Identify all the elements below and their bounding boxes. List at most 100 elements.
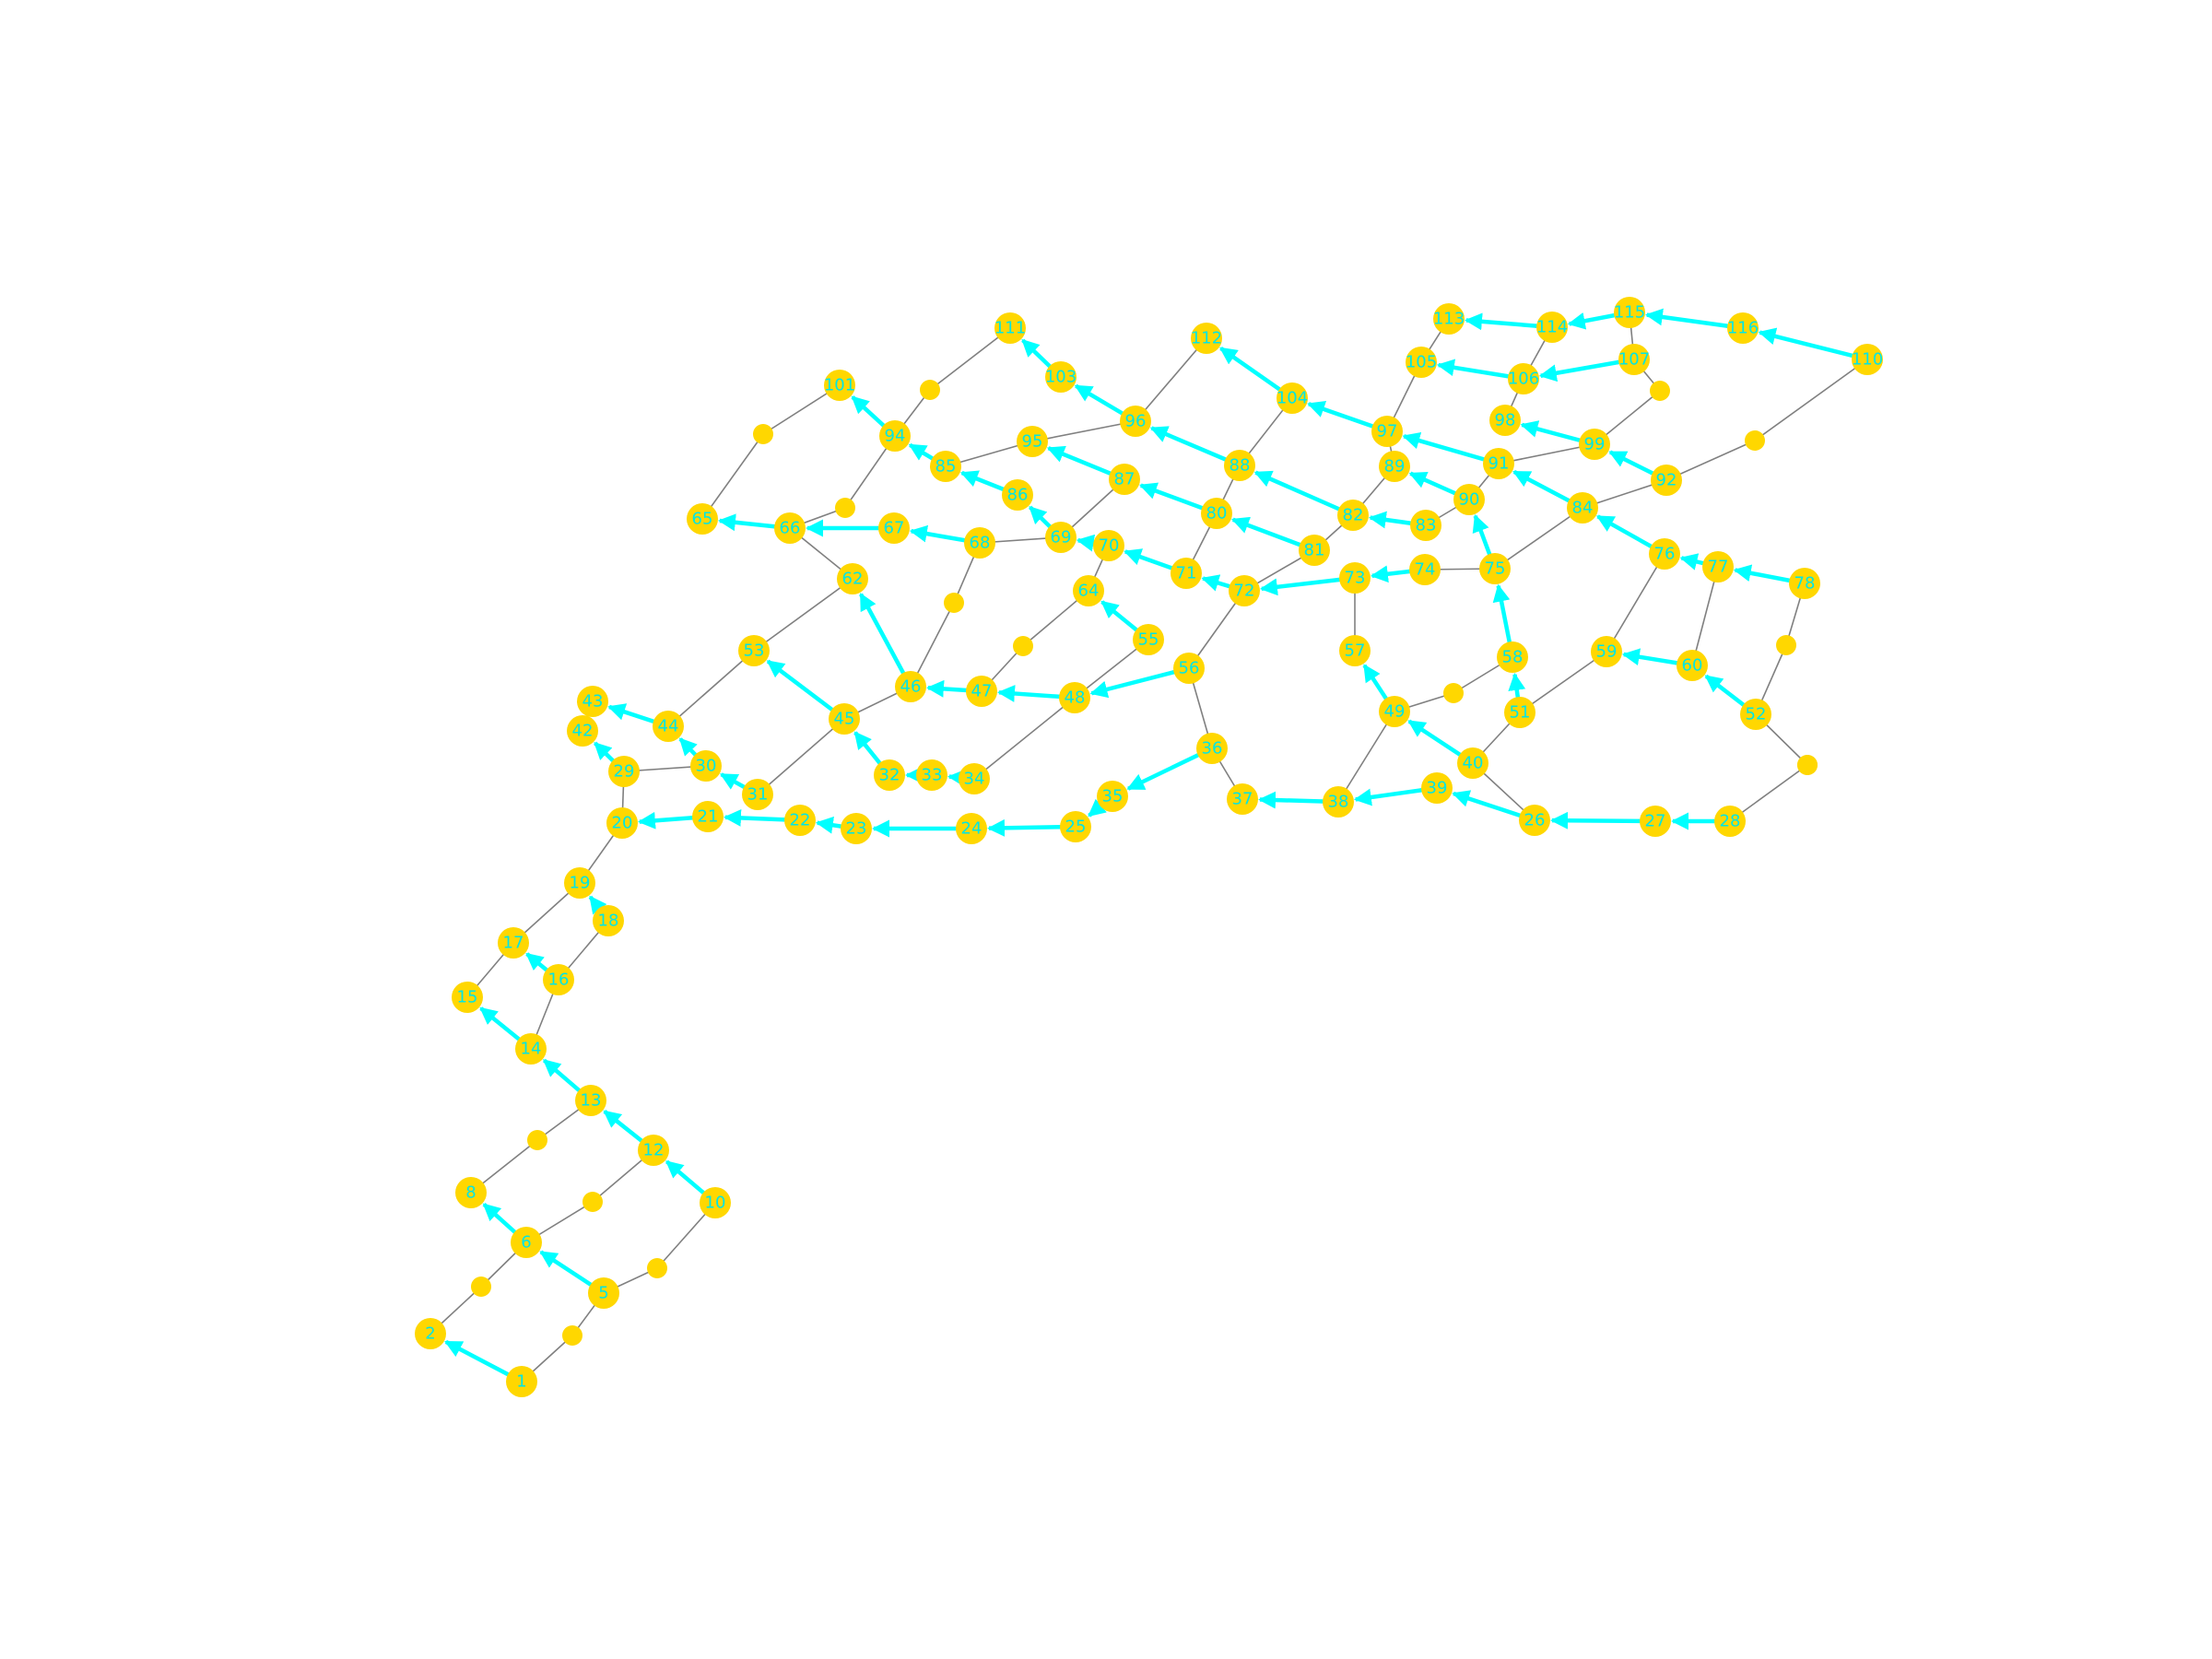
node-circle [1618, 344, 1650, 375]
node-circle [1109, 464, 1140, 495]
node-58: 58 [1497, 641, 1528, 673]
node-circle [638, 1135, 669, 1166]
node-label: 57 [1345, 641, 1366, 661]
node-115: 115 [1614, 297, 1645, 328]
node-label: 22 [790, 811, 811, 830]
node-circle [1337, 500, 1369, 531]
node-circle [824, 370, 855, 401]
node-circle [1060, 811, 1091, 842]
node-label: 68 [970, 534, 991, 553]
node-circle [1650, 381, 1670, 401]
node-label: 91 [1488, 454, 1510, 474]
node-84: 84 [1567, 492, 1598, 524]
directed-edge-56-to-48 [1089, 665, 1190, 699]
node-circle [1740, 699, 1771, 730]
node-83: 83 [1410, 510, 1441, 541]
node-circle [1519, 805, 1550, 836]
node-113: 113 [1433, 303, 1465, 335]
node-label: 10 [705, 1194, 726, 1213]
node-circle [562, 1325, 582, 1346]
node-label: 47 [971, 682, 993, 701]
node-57: 57 [1339, 635, 1371, 666]
node-circle [1410, 510, 1441, 541]
node-label: 67 [884, 519, 905, 538]
node-label: 90 [1459, 490, 1480, 510]
node-49: 49 [1379, 696, 1410, 727]
node-circle [1339, 635, 1371, 666]
node-116: 116 [1727, 312, 1759, 344]
directed-edge-27-to-26 [1550, 811, 1656, 830]
node-30: 30 [690, 750, 722, 782]
node-circle [687, 503, 718, 535]
node-label: 107 [1618, 350, 1650, 370]
node-label: 14 [521, 1040, 542, 1059]
node-circle [1171, 558, 1202, 589]
node-circle [593, 905, 624, 936]
node-circle [1457, 747, 1488, 779]
node-label: 52 [1746, 705, 1767, 724]
node-label: 2 [425, 1324, 435, 1344]
node-11 [647, 1258, 667, 1278]
node-17: 17 [498, 927, 529, 959]
node-circle [1497, 641, 1528, 673]
node-87: 87 [1109, 464, 1140, 495]
node-48: 48 [1059, 682, 1090, 713]
node-label: 96 [1125, 412, 1147, 431]
node-label: 42 [572, 722, 594, 741]
node-82: 82 [1337, 500, 1369, 531]
node-33: 33 [916, 759, 947, 791]
node-42: 42 [567, 715, 598, 747]
node-101: 101 [824, 370, 855, 401]
edge-53-62 [753, 578, 853, 652]
node-circle [944, 593, 964, 613]
node-circle [1227, 783, 1258, 815]
edge-56-72 [1188, 590, 1245, 669]
node-label: 51 [1510, 703, 1531, 723]
node-27: 27 [1640, 806, 1671, 837]
node-label: 40 [1463, 754, 1484, 773]
node-label: 35 [1102, 787, 1124, 806]
node-59: 59 [1591, 636, 1622, 667]
node-circle [471, 1277, 491, 1297]
node-label: 17 [503, 934, 524, 953]
node-circle [1339, 562, 1371, 594]
node-circle [837, 563, 868, 594]
node-label: 48 [1065, 688, 1086, 708]
directed-edge-107-to-106 [1538, 357, 1635, 382]
node-label: 84 [1572, 499, 1594, 518]
node-circle [1073, 575, 1104, 606]
node-36: 36 [1196, 733, 1228, 764]
edge-44-53 [667, 650, 755, 727]
node-circle [1120, 406, 1151, 437]
node-circle [1677, 650, 1708, 681]
node-label: 78 [1794, 574, 1816, 594]
node-label: 30 [696, 757, 717, 776]
node-circle [964, 527, 995, 559]
node-circle [874, 759, 905, 791]
node-71: 71 [1171, 558, 1202, 589]
node-circle [588, 1277, 619, 1309]
node-circle [452, 982, 483, 1013]
node-label: 15 [457, 988, 478, 1007]
node-circle [415, 1318, 446, 1349]
node-37: 37 [1227, 783, 1258, 815]
node-63 [1013, 636, 1033, 656]
node-circle [527, 1130, 547, 1150]
node-label: 39 [1427, 779, 1448, 798]
node-circle [1489, 405, 1521, 436]
node-5: 5 [588, 1277, 619, 1309]
node-circle [1640, 806, 1671, 837]
edge-51-59 [1519, 651, 1607, 713]
node-103: 103 [1045, 361, 1077, 393]
node-label: 12 [643, 1141, 665, 1160]
node-98: 98 [1489, 405, 1521, 436]
node-circle [1776, 635, 1796, 655]
node-label: 18 [598, 912, 619, 931]
node-circle [1508, 363, 1539, 394]
edge-38-49 [1337, 711, 1395, 803]
node-90: 90 [1453, 484, 1485, 515]
edge-31-45 [757, 718, 845, 795]
node-79 [1776, 635, 1796, 655]
node-21: 21 [692, 801, 724, 832]
node-label: 111 [994, 319, 1026, 338]
